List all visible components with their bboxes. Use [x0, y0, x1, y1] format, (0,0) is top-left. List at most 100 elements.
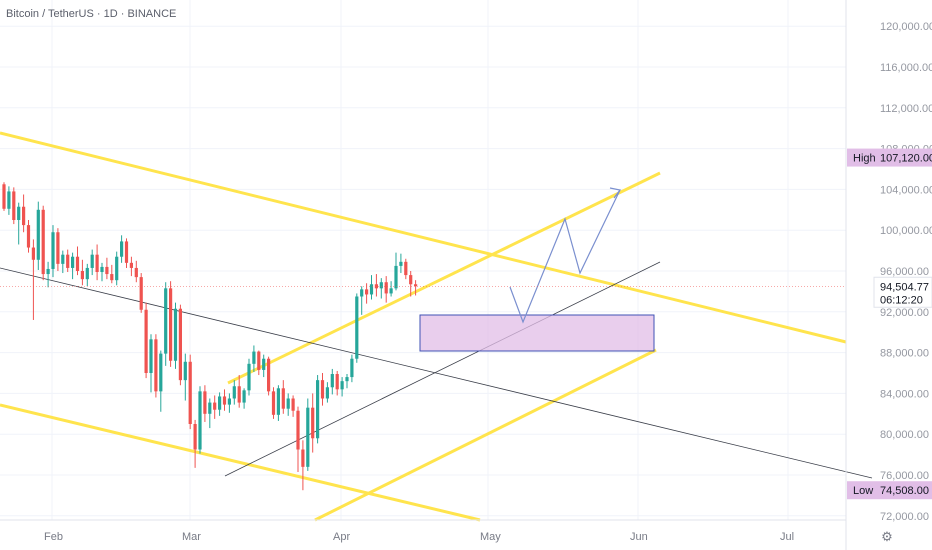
candle-body[interactable]	[379, 282, 383, 289]
candle-body[interactable]	[71, 256, 75, 268]
candle-body[interactable]	[404, 261, 408, 276]
candle-body[interactable]	[134, 267, 138, 278]
time-tick-label: Mar	[182, 531, 201, 543]
price-tick-label: 80,000.00	[880, 429, 929, 441]
candle-body[interactable]	[203, 391, 207, 414]
symbol-title[interactable]: Bitcoin / TetherUS · 1D · BINANCE	[6, 8, 177, 20]
candle-body[interactable]	[350, 358, 354, 378]
candle-body[interactable]	[394, 265, 398, 289]
candle-body[interactable]	[105, 266, 109, 275]
candle-body[interactable]	[227, 398, 231, 405]
candle-body[interactable]	[46, 268, 50, 275]
candle-body[interactable]	[154, 339, 158, 392]
candle-body[interactable]	[414, 284, 418, 287]
ascending-channel-upper	[227, 171, 661, 385]
candle-body[interactable]	[222, 396, 227, 405]
price-tick-label: 100,000.00	[880, 225, 932, 237]
candle-body[interactable]	[188, 361, 192, 424]
candle-body[interactable]	[267, 358, 271, 392]
candle-body[interactable]	[389, 288, 393, 294]
candle-body[interactable]	[247, 363, 251, 391]
candle-body[interactable]	[237, 386, 241, 403]
candle-body[interactable]	[36, 209, 40, 260]
candle-body[interactable]	[365, 289, 369, 295]
candle-body[interactable]	[296, 410, 300, 450]
candle-body[interactable]	[360, 289, 364, 297]
candle-body[interactable]	[198, 391, 202, 450]
candle-body[interactable]	[262, 358, 266, 370]
candle-body[interactable]	[232, 386, 236, 399]
candle-body[interactable]	[286, 398, 290, 409]
candle-body[interactable]	[218, 396, 222, 410]
candles-layer[interactable]	[2, 182, 418, 491]
candle-body[interactable]	[335, 374, 339, 390]
candle-body[interactable]	[51, 232, 55, 269]
candle-body[interactable]	[242, 390, 246, 403]
candle-body[interactable]	[85, 267, 89, 280]
candle-body[interactable]	[120, 241, 124, 257]
candle-body[interactable]	[384, 282, 388, 294]
candle-body[interactable]	[95, 254, 99, 273]
candle-body[interactable]	[320, 380, 325, 399]
candle-body[interactable]	[399, 261, 403, 266]
candle-body[interactable]	[213, 402, 217, 410]
candle-body[interactable]	[374, 284, 378, 289]
candle-body[interactable]	[75, 256, 80, 271]
candle-body[interactable]	[330, 374, 334, 388]
candle-body[interactable]	[124, 241, 129, 263]
time-axis[interactable]: Feb Mar Apr May Jun Jul	[0, 519, 846, 543]
candle-body[interactable]	[193, 424, 197, 450]
candle-body[interactable]	[144, 309, 148, 373]
candle-body[interactable]	[173, 308, 178, 361]
candle-body[interactable]	[56, 232, 60, 264]
candle-body[interactable]	[271, 391, 276, 415]
candle-body[interactable]	[369, 284, 374, 295]
candle-body[interactable]	[22, 206, 26, 226]
candle-body[interactable]	[80, 271, 84, 280]
candle-body[interactable]	[2, 184, 6, 209]
candle-body[interactable]	[311, 407, 315, 439]
candle-body[interactable]	[325, 387, 329, 399]
candle-body[interactable]	[12, 191, 16, 220]
candle-body[interactable]	[41, 209, 45, 275]
time-tick-label: May	[480, 531, 501, 543]
price-tick-label: 88,000.00	[880, 348, 929, 360]
price-tick-label: 112,000.00	[880, 103, 932, 115]
candle-body[interactable]	[169, 288, 173, 361]
candle-body[interactable]	[340, 381, 344, 390]
candle-body[interactable]	[100, 266, 104, 273]
candle-body[interactable]	[355, 296, 359, 359]
candle-body[interactable]	[164, 288, 168, 354]
price-axis[interactable]: 120,000.00116,000.00112,000.00108,000.00…	[845, 0, 932, 550]
gear-icon[interactable]: ⚙	[881, 529, 893, 544]
candle-body[interactable]	[31, 247, 35, 260]
candle-body[interactable]	[149, 339, 153, 373]
candle-body[interactable]	[90, 254, 94, 268]
candle-body[interactable]	[66, 254, 70, 268]
candle-body[interactable]	[291, 398, 295, 411]
candle-body[interactable]	[252, 351, 256, 364]
candle-body[interactable]	[26, 225, 31, 248]
candle-body[interactable]	[115, 256, 119, 281]
candle-body[interactable]	[61, 254, 65, 264]
projection-arrowhead	[609, 187, 622, 199]
candle-body[interactable]	[301, 449, 305, 467]
candle-body[interactable]	[281, 388, 285, 409]
candle-body[interactable]	[276, 388, 280, 415]
candle-body[interactable]	[409, 275, 413, 285]
candle-body[interactable]	[159, 353, 163, 392]
time-tick-label: Jun	[630, 531, 648, 543]
candle-body[interactable]	[139, 277, 143, 310]
candle-body[interactable]	[178, 308, 182, 381]
candle-body[interactable]	[110, 274, 114, 281]
candle-body[interactable]	[7, 191, 11, 209]
candle-body[interactable]	[17, 206, 21, 220]
candle-body[interactable]	[306, 407, 310, 467]
candle-body[interactable]	[257, 351, 261, 370]
candle-body[interactable]	[345, 377, 349, 382]
candle-body[interactable]	[129, 262, 133, 268]
candle-body[interactable]	[316, 380, 320, 439]
candle-body[interactable]	[208, 402, 212, 414]
candle-body[interactable]	[183, 361, 187, 381]
